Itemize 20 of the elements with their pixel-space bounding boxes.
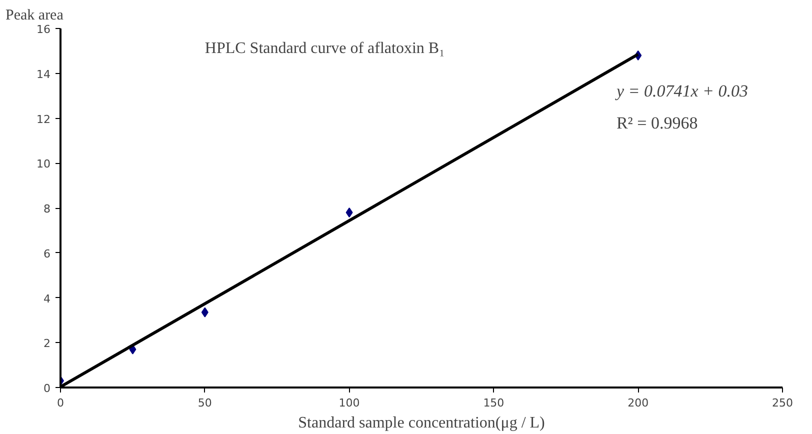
y-tick-label: 6 [44,247,50,260]
x-axis-title: Standard sample concentration(μg / L) [298,414,545,432]
y-tick-label: 8 [44,202,50,216]
x-tick-label: 0 [57,396,64,410]
x-tick-label: 250 [772,396,793,410]
y-axis-title: Peak area [6,8,64,24]
x-tick-label: 150 [483,396,504,410]
y-tick-label: 12 [36,112,51,126]
text: HPLC Standard curve of aflatoxin B₁ [204,40,445,58]
y-tick-label: 14 [36,68,51,81]
annotation: R² = 0.9968 [616,114,698,133]
y-tick-label: 2 [44,337,50,350]
x-tick-label: 100 [338,396,360,410]
x-tick-label: 50 [198,396,212,410]
y-tick-label: 16 [36,23,51,36]
y-tick-label: 4 [44,292,50,306]
y-tick-label: 0 [44,382,50,395]
y-tick-label: 10 [36,158,51,171]
annotation: y = 0.0741x + 0.03 [614,81,748,100]
x-tick-label: 200 [628,396,649,410]
